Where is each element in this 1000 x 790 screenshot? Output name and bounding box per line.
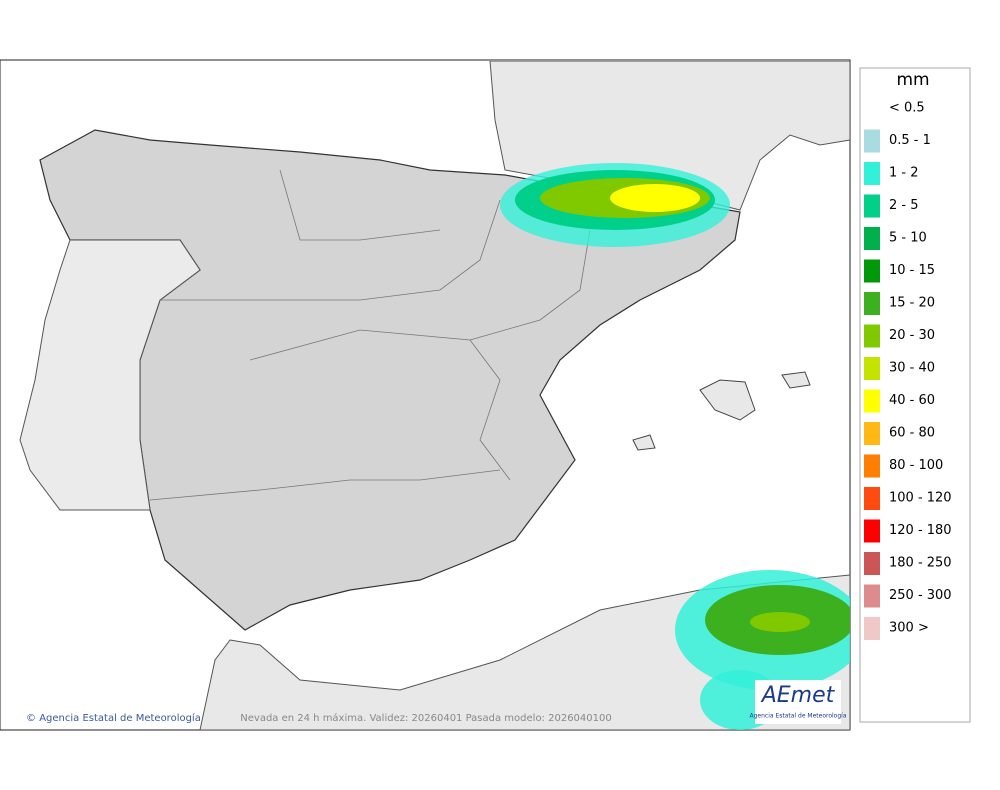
legend-swatch: [864, 487, 880, 510]
legend-label: 0.5 - 1: [889, 133, 931, 148]
legend-unit: mm: [896, 70, 929, 90]
legend-swatch: [864, 422, 880, 445]
logo-box: [755, 680, 841, 724]
legend-swatch: [864, 292, 880, 315]
portugal: [19, 239, 201, 511]
legend-label: 100 - 120: [889, 491, 952, 506]
menorca: [781, 371, 811, 389]
legend-swatch: [864, 389, 880, 413]
logo-name: AEmet: [760, 683, 836, 708]
legend-swatch: [864, 357, 880, 380]
legend-swatch: [864, 454, 880, 478]
legend-label: 2 - 5: [889, 198, 919, 213]
legend-label: 5 - 10: [889, 231, 927, 246]
legend-swatch: [864, 227, 880, 250]
legend-label: < 0.5: [889, 101, 925, 116]
legend-label: 60 - 80: [889, 426, 935, 441]
legend-swatch: [864, 194, 880, 218]
legend-label: 250 - 300: [889, 588, 952, 603]
legend-label: 40 - 60: [889, 393, 935, 408]
legend-label: 15 - 20: [889, 296, 935, 311]
legend-label: 120 - 180: [889, 523, 952, 538]
legend-swatch: [864, 617, 880, 640]
logo-subtitle: Agencia Estatal de Meteorología: [750, 713, 847, 720]
legend-label: 1 - 2: [889, 166, 919, 181]
legend-swatch: [864, 552, 880, 575]
legend-swatch: [864, 584, 880, 608]
legend-swatch: [864, 162, 880, 185]
mallorca: [699, 379, 756, 421]
legend-label: 20 - 30: [889, 328, 935, 343]
legend-label: 10 - 15: [889, 263, 935, 278]
legend-swatch: [864, 519, 880, 543]
credit: © Agencia Estatal de Meteorología: [26, 712, 201, 724]
legend-swatch: [864, 259, 880, 283]
legend-label: 180 - 250: [889, 556, 952, 571]
legend-label: 80 - 100: [889, 458, 943, 473]
caption: Nevada en 24 h máxima. Validez: 20260401…: [240, 712, 611, 724]
ibiza: [632, 434, 656, 451]
region-borders: [149, 169, 591, 501]
legend-swatch: [864, 324, 880, 348]
credit-text: Agencia Estatal de Meteorología: [39, 712, 201, 724]
legend-label: 300 >: [889, 621, 929, 636]
legend-swatch: [864, 129, 880, 153]
legend-label: 30 - 40: [889, 361, 935, 376]
snow-pyrenees: [500, 163, 730, 247]
